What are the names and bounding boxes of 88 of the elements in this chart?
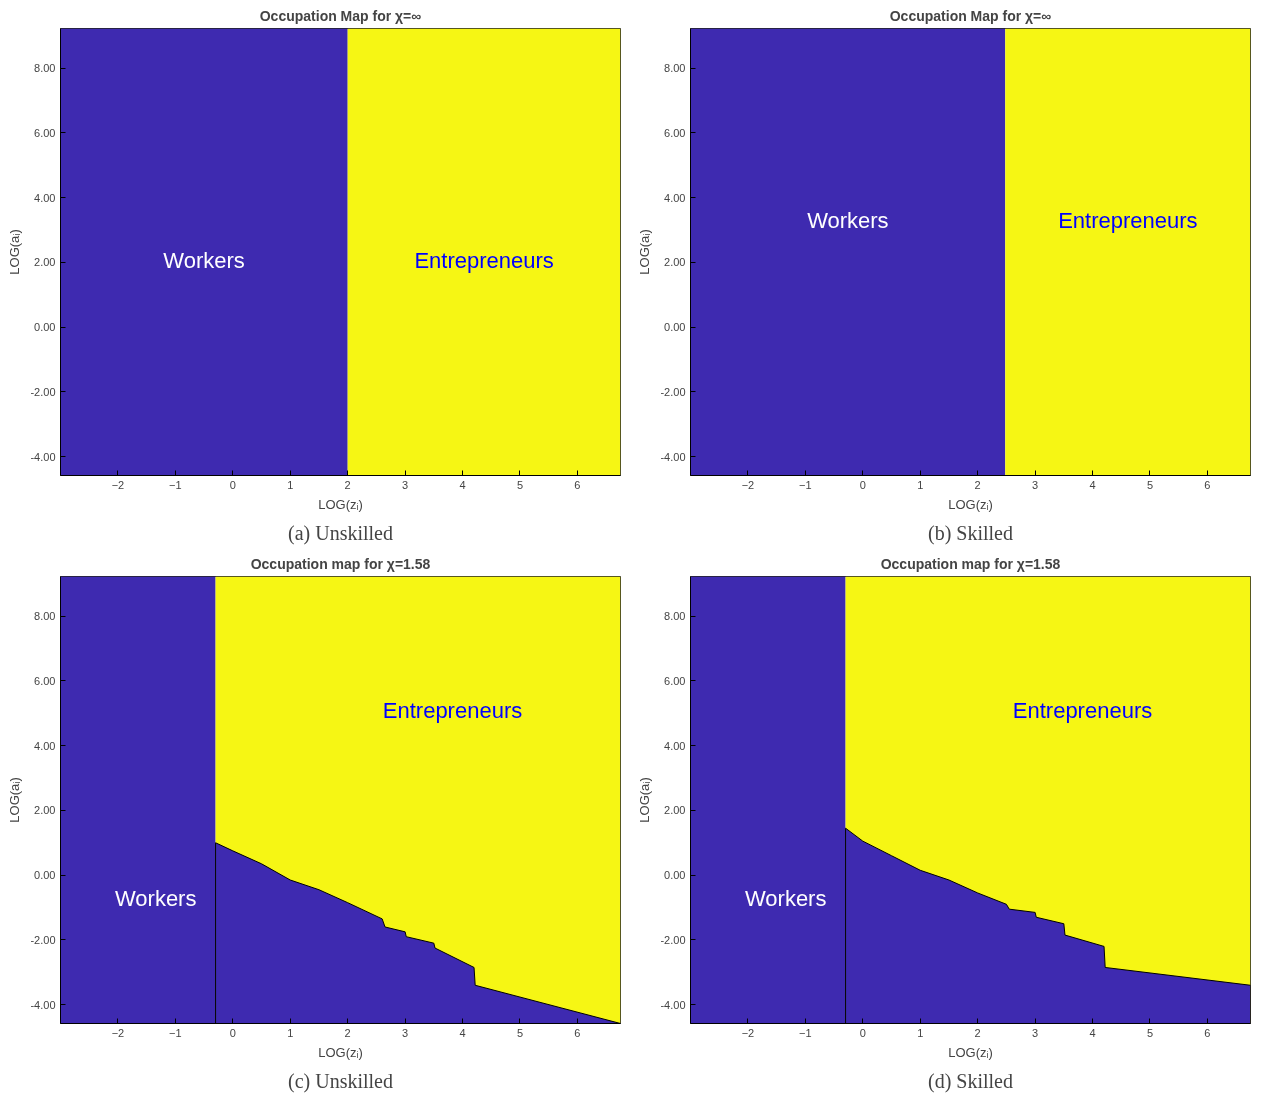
y-tick-label: -2.00 — [30, 933, 56, 946]
y-tick-label: 4.00 — [664, 739, 686, 752]
x-tick-label: 6 — [574, 1026, 581, 1039]
text: (d) Skilled — [928, 1069, 1013, 1093]
x-tick-label: 2 — [974, 478, 981, 491]
x-tick-label: −2 — [741, 1026, 755, 1039]
x-tick-label: 0 — [859, 1026, 866, 1039]
x-tick-label: 1 — [917, 478, 924, 491]
chart-title: Occupation Map for χ=∞ — [259, 7, 422, 24]
y-tick-label: 2.00 — [34, 256, 56, 269]
y-tick-label: 8.00 — [664, 62, 686, 75]
text: (b) Skilled — [928, 521, 1013, 545]
x-tick-label: 4 — [1089, 478, 1096, 491]
text: (c) Unskilled — [288, 1069, 393, 1093]
x-tick-label: 1 — [917, 1026, 924, 1039]
y-axis-title: LOG(aᵢ) — [637, 229, 653, 275]
x-tick-label: −2 — [111, 1026, 125, 1039]
x-tick-label: 3 — [402, 478, 409, 491]
y-tick-label: 4.00 — [664, 191, 686, 204]
x-tick-label: 5 — [516, 478, 524, 491]
y-tick-label: 6.00 — [34, 126, 56, 139]
annotation: Workers — [114, 885, 197, 911]
x-tick-label: 1 — [287, 1026, 294, 1039]
annotation: Entrepreneurs — [382, 698, 523, 724]
x-axis-title: LOG(zᵢ) — [318, 1044, 363, 1060]
y-axis-title: LOG(aᵢ) — [7, 777, 23, 823]
annotation: Workers — [163, 248, 245, 274]
x-tick-label: −1 — [799, 478, 812, 491]
x-tick-label: 2 — [344, 478, 351, 491]
x-tick-label: 2 — [344, 1026, 351, 1039]
y-tick-label: -4.00 — [660, 998, 686, 1011]
x-tick-label: −1 — [169, 478, 182, 491]
x-axis-title: LOG(zᵢ) — [948, 496, 993, 512]
y-tick-label: 2.00 — [664, 804, 686, 817]
x-tick-label: 3 — [1032, 1026, 1039, 1039]
chart-title: Occupation map for χ=1.58 — [880, 555, 1061, 572]
annotation: Entrepreneurs — [414, 248, 554, 274]
y-tick-label: 6.00 — [664, 126, 686, 139]
x-tick-label: 6 — [1204, 478, 1211, 491]
y-tick-label: -4.00 — [30, 450, 56, 463]
y-tick-label: -4.00 — [660, 450, 686, 463]
x-tick-label: 5 — [1146, 478, 1154, 491]
annotation: Workers — [807, 208, 889, 234]
x-tick-label: 3 — [1032, 478, 1039, 491]
x-tick-label: −2 — [741, 478, 755, 491]
y-tick-label: 0.00 — [664, 869, 686, 882]
y-tick-label: 0.00 — [664, 321, 686, 334]
x-tick-label: 4 — [459, 478, 466, 491]
x-tick-label: 0 — [229, 478, 236, 491]
y-axis-title: LOG(aᵢ) — [637, 777, 653, 823]
text: (a) Unskilled — [288, 521, 393, 545]
x-tick-label: −1 — [799, 1026, 812, 1039]
chart-title: Occupation Map for χ=∞ — [889, 7, 1052, 24]
y-tick-label: 2.00 — [34, 804, 56, 817]
y-tick-label: -2.00 — [30, 385, 56, 398]
y-tick-label: -2.00 — [660, 385, 686, 398]
x-tick-label: −2 — [111, 478, 125, 491]
y-tick-label: 8.00 — [34, 62, 56, 75]
y-axis-title: LOG(aᵢ) — [7, 229, 23, 275]
annotation: Entrepreneurs — [1012, 698, 1153, 724]
y-tick-label: 4.00 — [34, 191, 56, 204]
x-tick-label: 2 — [974, 1026, 981, 1039]
y-tick-label: 2.00 — [664, 256, 686, 269]
x-axis-title: LOG(zᵢ) — [948, 1044, 993, 1060]
y-tick-label: 6.00 — [34, 674, 56, 687]
x-tick-label: 4 — [1089, 1026, 1096, 1039]
x-tick-label: 6 — [574, 478, 581, 491]
y-tick-label: 0.00 — [34, 869, 56, 882]
x-tick-label: 0 — [859, 478, 866, 491]
x-tick-label: 0 — [229, 1026, 236, 1039]
y-tick-label: 8.00 — [34, 610, 56, 623]
chart-title: Occupation map for χ=1.58 — [250, 555, 431, 572]
annotation: Entrepreneurs — [1058, 208, 1198, 234]
x-tick-label: 3 — [402, 1026, 409, 1039]
x-tick-label: 5 — [516, 1026, 524, 1039]
annotation: Workers — [744, 885, 827, 911]
y-tick-label: -4.00 — [30, 998, 56, 1011]
x-tick-label: 5 — [1146, 1026, 1154, 1039]
y-tick-label: 4.00 — [34, 739, 56, 752]
y-tick-label: 6.00 — [664, 674, 686, 687]
x-axis-title: LOG(zᵢ) — [318, 496, 363, 512]
x-tick-label: 1 — [287, 478, 294, 491]
x-tick-label: −1 — [169, 1026, 182, 1039]
x-tick-label: 6 — [1204, 1026, 1211, 1039]
y-tick-label: 8.00 — [664, 610, 686, 623]
y-tick-label: -2.00 — [660, 933, 686, 946]
x-tick-label: 4 — [459, 1026, 466, 1039]
y-tick-label: 0.00 — [34, 321, 56, 334]
